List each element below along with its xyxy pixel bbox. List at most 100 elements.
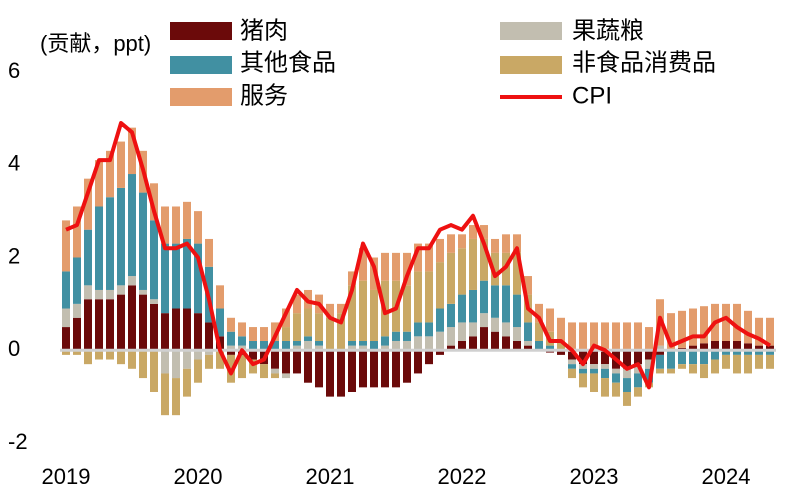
bar-segment (700, 343, 708, 351)
bar-segment (458, 340, 466, 351)
bar-segment (711, 359, 719, 374)
bar-segment (469, 225, 477, 239)
bar-segment (722, 354, 730, 369)
bar-segment (150, 303, 158, 351)
bar-segment (700, 306, 708, 344)
y-tick-label: 0 (8, 336, 20, 361)
bar-segment (282, 373, 290, 379)
bar-segment (645, 327, 653, 351)
bar-segment (579, 350, 587, 365)
bar-segment (436, 308, 444, 332)
bar-segment (326, 350, 334, 397)
bar-segment (590, 368, 598, 374)
bar-segment (128, 174, 136, 277)
bar-segment (161, 373, 169, 416)
bar-segment (139, 350, 147, 379)
bar-segment (546, 345, 554, 351)
bar-segment (733, 303, 741, 341)
bar-segment (755, 350, 763, 355)
bar-segment (304, 308, 312, 337)
bar-segment (348, 340, 356, 346)
bar-segment (535, 303, 543, 323)
bar-segment (117, 294, 125, 351)
bar-segment (117, 285, 125, 295)
bar-segment (128, 285, 136, 351)
bar-segment (161, 243, 169, 314)
bar-segment (557, 340, 565, 351)
bar-segment (205, 354, 213, 369)
bar-segment (95, 299, 103, 351)
bar-segment (458, 322, 466, 341)
bar-segment (62, 220, 70, 272)
bar-segment (183, 201, 191, 239)
bar-segment (480, 225, 488, 239)
cpi-line (65, 121, 772, 390)
bar-segment (700, 350, 708, 365)
bar-segment (590, 364, 598, 369)
bar-segment (656, 345, 664, 351)
bar-segment (128, 127, 136, 175)
bar-segment (480, 280, 488, 314)
bar-segment (524, 345, 532, 351)
bar-segment (711, 350, 719, 360)
bar-segment (260, 340, 268, 351)
bar-segment (711, 340, 719, 351)
bar-segment (183, 350, 191, 369)
bar-segment (194, 243, 202, 314)
bar-segment (480, 238, 488, 281)
bar-segment (271, 340, 279, 351)
legend-label: 果蔬粮 (572, 17, 644, 44)
bar-segment (744, 350, 752, 355)
bar-segment (447, 252, 455, 304)
bar-segment (502, 234, 510, 253)
bar-segment (95, 160, 103, 207)
bar-segment (172, 243, 180, 309)
bar-segment (392, 340, 400, 351)
bar-segment (161, 313, 169, 351)
bar-segment (678, 310, 686, 348)
bar-segment (557, 317, 565, 341)
bar-segment (414, 336, 422, 351)
bar-segment (359, 340, 367, 346)
bar-segment (370, 289, 378, 341)
bar-segment (337, 303, 345, 314)
bar-segment (590, 373, 598, 392)
bar-segment (766, 317, 774, 346)
bar-segment (227, 317, 235, 332)
bar-segment (469, 336, 477, 351)
bar-segment (469, 238, 477, 290)
bar-segment (491, 317, 499, 332)
bar-segment (139, 289, 147, 295)
bar-segment (139, 192, 147, 290)
bar-segment (524, 276, 532, 295)
bar-segment (623, 378, 631, 392)
x-tick-label: 2021 (306, 464, 355, 489)
bar-segment (513, 327, 521, 341)
bar-segment (293, 345, 301, 351)
bar-segment (590, 350, 598, 365)
bar-segment (568, 322, 576, 351)
bar-segment (403, 340, 411, 351)
bar-segment (425, 322, 433, 337)
legend-swatch (500, 56, 562, 74)
bar-segment (601, 322, 609, 351)
bar-segment (766, 345, 774, 351)
bar-segment (249, 359, 257, 374)
bar-segment (458, 294, 466, 323)
bar-segment (634, 373, 642, 388)
bar-segment (348, 350, 356, 392)
bar-segment (326, 303, 334, 318)
bar-segment (601, 350, 609, 365)
bar-segment (381, 336, 389, 346)
bar-segment (579, 373, 587, 388)
bar-segment (326, 317, 334, 351)
bar-segment (84, 299, 92, 351)
bar-segment (249, 340, 257, 351)
bar-segment (271, 368, 279, 374)
bar-segment (381, 345, 389, 351)
bar-segment (458, 248, 466, 295)
bar-segment (216, 350, 224, 369)
bar-segment (678, 350, 686, 365)
bar-segment (337, 350, 345, 397)
